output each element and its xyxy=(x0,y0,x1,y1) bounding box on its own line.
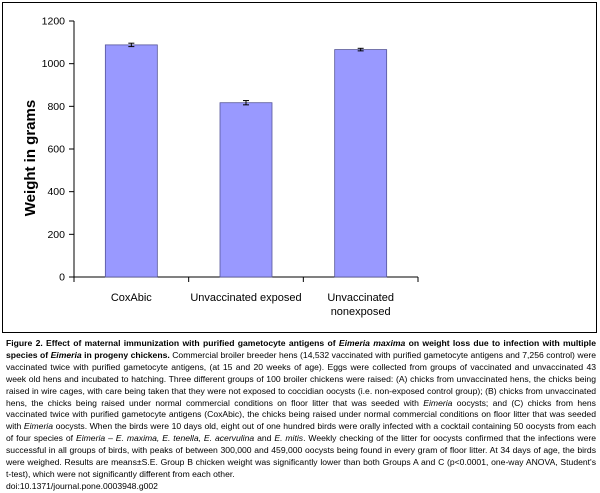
bar-unvaccinated-exposed xyxy=(219,102,273,278)
x-category-label: Unvaccinated exposed xyxy=(190,292,301,304)
caption-body: Commercial broiler breeder hens (14,532 … xyxy=(6,350,596,479)
caption-text: – xyxy=(105,433,116,444)
y-tick-label: 800 xyxy=(47,101,65,113)
chart-border xyxy=(2,2,597,333)
bar-unvaccinated-nonexposed xyxy=(334,49,388,278)
bar-coxabic xyxy=(104,44,158,278)
caption-italic-term: Eimeria xyxy=(50,349,82,360)
caption-text: Commercial broiler breeder hens (14,532 … xyxy=(6,349,596,408)
caption-italic-term: Eimeria xyxy=(76,433,106,444)
error-bars xyxy=(128,42,364,106)
caption-text: oocysts; and (C) chicks from hens vaccin… xyxy=(6,397,596,432)
figure-caption: Figure 2. Effect of maternal immunizatio… xyxy=(6,338,596,493)
caption-italic-term: E. maxima, E. tenella, E. acervulina xyxy=(115,433,255,444)
caption-title: Figure 2. Effect of maternal immunizatio… xyxy=(6,338,596,360)
y-axis: 0 200 400 600 800 1000 1200 xyxy=(42,16,75,284)
y-tick-label: 600 xyxy=(47,144,65,156)
caption-italic-term: Eimeria xyxy=(23,421,53,432)
caption-text: on weight loss due to infection with mul… xyxy=(6,338,596,360)
bar-chart: Weight in grams 0 200 400 600 800 1000 1200 Co… xyxy=(2,2,597,333)
x-category-label: CoxAbic xyxy=(111,292,152,304)
caption-text: oocysts. When the birds were 10 days old… xyxy=(6,421,596,444)
y-tick-label: 0 xyxy=(59,272,65,284)
caption-text: . Weekly checking of the litter for oocy… xyxy=(6,433,596,479)
y-tick-label: 1000 xyxy=(42,58,66,70)
y-tick-label: 1200 xyxy=(42,16,66,28)
y-tick-label: 200 xyxy=(47,229,65,241)
x-category-label: Unvaccinated xyxy=(327,292,394,304)
y-axis-title: Weight in grams xyxy=(22,100,39,216)
caption-text: and xyxy=(254,433,275,444)
bars xyxy=(104,44,388,278)
caption-italic-term: Eimeria xyxy=(423,397,453,408)
caption-doi: doi:10.1371/journal.pone.0003948.g002 xyxy=(6,480,158,491)
x-axis: CoxAbic Unvaccinated exposed Unvaccinated n… xyxy=(73,276,419,318)
caption-text: Figure 2. Effect of maternal immunizatio… xyxy=(6,338,339,348)
y-tick-label: 400 xyxy=(47,186,65,198)
caption-italic-term: E. mitis xyxy=(274,433,304,444)
x-category-label: nonexposed xyxy=(331,306,391,318)
caption-text: in progeny chickens. xyxy=(81,349,170,360)
caption-italic-term: Eimeria maxima xyxy=(338,338,406,348)
